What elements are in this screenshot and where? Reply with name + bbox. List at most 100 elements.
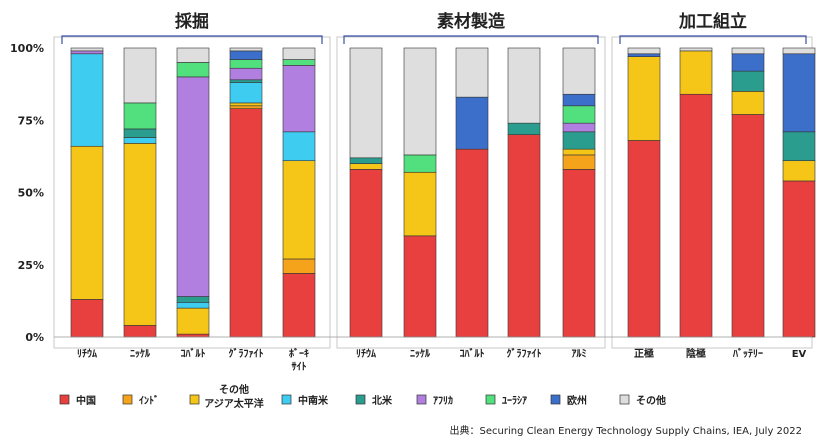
source-note: 出典：Securing Clean Energy Technology Supp…: [450, 424, 803, 437]
bar-segment: [123, 47, 157, 104]
bar-segment: [70, 53, 104, 147]
bar-segment: [679, 50, 713, 95]
bar-segment: [562, 131, 596, 150]
x-tick-label: ｸﾞﾗﾌｧｲﾄ: [507, 347, 542, 360]
bar-segment: [562, 154, 596, 170]
bar-segment: [282, 258, 316, 274]
y-tick-label: 75%: [18, 114, 44, 127]
bar-segment: [176, 76, 210, 297]
panel-bracket: [343, 35, 599, 44]
bar-segment: [507, 122, 541, 135]
bar-segment: [455, 47, 489, 98]
bar-segment: [282, 47, 316, 60]
bar-segment: [176, 302, 210, 309]
legend-swatch: [355, 394, 366, 405]
bar-segment: [176, 333, 210, 338]
legend-swatch: [189, 394, 200, 405]
x-tick-label: ﾘﾁｳﾑ: [356, 348, 376, 360]
panel-frame: [53, 36, 331, 349]
bar-segment: [229, 108, 263, 338]
x-tick-label: ｱﾙﾐ: [572, 348, 587, 360]
bar-segment: [562, 169, 596, 338]
bar-segment: [176, 47, 210, 63]
bar-segment: [176, 62, 210, 78]
bar-segment: [782, 47, 816, 55]
x-tick-label: ﾊﾞｯﾃﾘｰ: [732, 347, 763, 360]
bar-segment: [229, 59, 263, 69]
x-tick-label: 正極: [634, 347, 654, 360]
bar-segment: [562, 105, 596, 124]
bar-segment: [507, 134, 541, 338]
bar-segment: [731, 91, 765, 115]
bar-segment: [229, 67, 263, 81]
bar-segment: [627, 56, 661, 141]
bar-segment: [349, 169, 383, 338]
bar-segment: [731, 53, 765, 72]
x-tick-label: ｺﾊﾞﾙﾄ: [460, 347, 485, 360]
y-tick-label: 0%: [25, 331, 44, 344]
bar-segment: [679, 93, 713, 338]
panel-title: 採掘: [175, 11, 209, 32]
x-tick-label: ﾆｯｹﾙ: [130, 348, 151, 360]
legend-swatch: [550, 394, 561, 405]
bar-segment: [507, 47, 541, 124]
bar-segment: [123, 143, 157, 326]
bar-segment: [229, 50, 263, 60]
bar-segment: [349, 157, 383, 164]
panel-title: 加工組立: [678, 11, 747, 32]
bar-segment: [627, 47, 661, 55]
bar-segment: [349, 47, 383, 159]
panel-title: 素材製造: [437, 11, 506, 32]
bar-segment: [562, 148, 596, 156]
legend-label: 中南米: [298, 394, 329, 407]
legend-label: 中国: [76, 394, 96, 407]
bar-segment: [282, 65, 316, 133]
legend-label: ｲﾝﾄﾞ: [139, 394, 159, 407]
bar-segment: [123, 102, 157, 130]
legend-label: ｱﾌﾘｶ: [433, 395, 453, 407]
panel-bracket: [619, 35, 807, 44]
bar-segment: [731, 47, 765, 55]
bar-segment: [731, 70, 765, 92]
bar-segment: [229, 47, 263, 52]
bar-segment: [403, 235, 437, 338]
bar-segment: [782, 131, 816, 162]
bar-segment: [455, 148, 489, 338]
legend-label: その他: [219, 383, 249, 396]
bar-segment: [562, 122, 596, 133]
legend-swatch: [122, 394, 133, 405]
legend-label: 欧州: [567, 394, 587, 407]
x-tick-label: 陰極: [686, 347, 706, 360]
x-tick-label: ｸﾞﾗﾌｧｲﾄ: [229, 347, 264, 360]
legend-swatch: [416, 394, 427, 405]
bar-segment: [282, 160, 316, 260]
bar-segment: [627, 53, 661, 57]
panel-frame: [336, 36, 606, 349]
legend-swatch: [485, 394, 496, 405]
x-tick-label: EV: [792, 349, 807, 360]
bar-segment: [229, 79, 263, 83]
bar-segment: [282, 59, 316, 66]
bar-segment: [562, 93, 596, 107]
y-tick-label: 50%: [18, 187, 44, 200]
legend-label: 北米: [372, 394, 393, 407]
bar-segment: [123, 128, 157, 138]
bar-segment: [229, 102, 263, 107]
bar-segment: [731, 114, 765, 338]
bar-segment: [70, 47, 104, 52]
bar-segment: [403, 47, 437, 156]
bar-segment: [282, 131, 316, 162]
bar-segment: [282, 273, 316, 338]
bar-segment: [455, 96, 489, 150]
bar-segment: [176, 296, 210, 303]
x-tick-label: ﾆｯｹﾙ: [410, 348, 431, 360]
bar-segment: [70, 299, 104, 338]
y-tick-label: 25%: [18, 259, 44, 272]
bar-segment: [782, 180, 816, 338]
bar-segment: [70, 50, 104, 55]
bar-segment: [782, 53, 816, 133]
legend-swatch: [281, 394, 292, 405]
x-tick-label: ﾘﾁｳﾑ: [77, 348, 97, 360]
